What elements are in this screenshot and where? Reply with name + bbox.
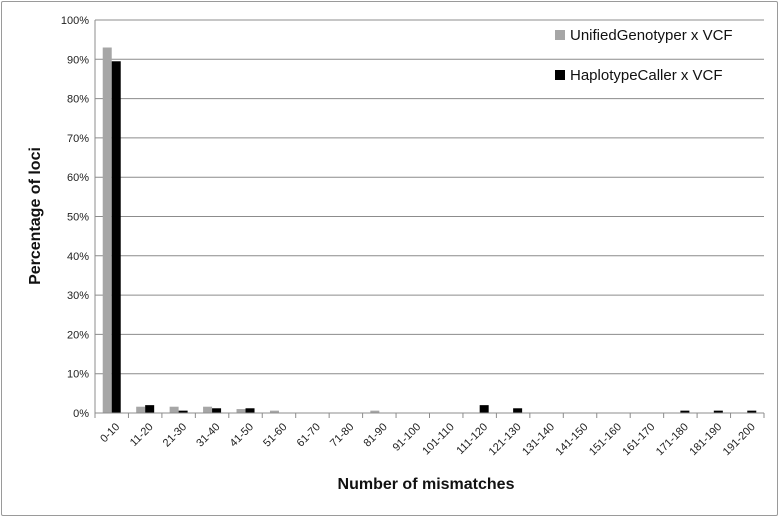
x-tick-label: 31-40 bbox=[194, 421, 222, 449]
y-tick-label: 50% bbox=[67, 212, 89, 224]
x-tick-label: 0-10 bbox=[98, 421, 122, 445]
bar bbox=[479, 405, 489, 413]
axes bbox=[94, 20, 765, 418]
bar bbox=[145, 405, 155, 413]
x-tick-label: 71-80 bbox=[328, 421, 356, 449]
y-axis-ticks: 0% 10% 20% 30% 40% 50% 60% 70% 80% 90% 100% bbox=[61, 15, 89, 420]
bar bbox=[747, 410, 757, 413]
gridlines bbox=[95, 19, 764, 375]
bar bbox=[178, 410, 188, 413]
x-tick-label: 121-130 bbox=[487, 421, 524, 458]
bar bbox=[212, 408, 222, 413]
x-tick-label: 21-30 bbox=[161, 421, 189, 449]
x-tick-label: 61-70 bbox=[295, 421, 323, 449]
legend-swatch bbox=[555, 30, 565, 40]
bar bbox=[713, 410, 723, 413]
bar bbox=[111, 61, 121, 413]
x-tick-label: 111-120 bbox=[454, 421, 490, 457]
legend: UnifiedGenotyper x VCF HaplotypeCaller x … bbox=[555, 27, 733, 84]
x-tick-label: 161-170 bbox=[620, 421, 657, 458]
legend-label: HaplotypeCaller x VCF bbox=[570, 67, 723, 84]
bar bbox=[136, 406, 146, 413]
x-tick-label: 151-160 bbox=[587, 421, 624, 458]
bar bbox=[203, 406, 213, 413]
bar bbox=[269, 410, 279, 413]
x-tick-label: 51-60 bbox=[261, 421, 289, 449]
y-tick-label: 70% bbox=[67, 133, 89, 145]
legend-swatch bbox=[555, 70, 565, 80]
y-tick-label: 100% bbox=[61, 15, 89, 27]
x-tick-label: 81-90 bbox=[362, 421, 390, 449]
x-tick-label: 91-100 bbox=[391, 421, 424, 454]
bar bbox=[236, 409, 246, 413]
x-tick-label: 191-200 bbox=[721, 421, 758, 458]
y-tick-label: 40% bbox=[67, 251, 89, 263]
bar bbox=[370, 410, 380, 413]
y-tick-label: 10% bbox=[67, 369, 89, 381]
y-tick-label: 0% bbox=[73, 408, 89, 420]
y-axis-title: Percentage of loci bbox=[27, 147, 44, 285]
x-tick-label: 171-180 bbox=[654, 421, 691, 458]
y-tick-label: 90% bbox=[67, 54, 89, 66]
x-axis-ticks: 0-10 11-20 21-30 31-40 41-50 51-60 61-70 71-80 8… bbox=[98, 421, 758, 458]
bar bbox=[245, 408, 255, 413]
x-tick-label: 181-190 bbox=[687, 421, 724, 458]
bar bbox=[169, 406, 179, 413]
x-tick-label: 11-20 bbox=[128, 421, 156, 449]
legend-label: UnifiedGenotyper x VCF bbox=[570, 27, 733, 44]
y-tick-label: 80% bbox=[67, 94, 89, 106]
x-tick-label: 101-110 bbox=[420, 421, 456, 457]
y-tick-label: 20% bbox=[67, 329, 89, 341]
bars bbox=[102, 47, 757, 413]
x-tick-label: 131-140 bbox=[520, 421, 557, 458]
x-axis-title: Number of mismatches bbox=[338, 476, 515, 493]
bar bbox=[102, 47, 112, 413]
y-tick-label: 60% bbox=[67, 172, 89, 184]
y-tick-label: 30% bbox=[67, 290, 89, 302]
x-tick-label: 141-150 bbox=[554, 421, 591, 458]
bar bbox=[680, 410, 690, 413]
bar bbox=[513, 408, 523, 413]
x-tick-label: 41-50 bbox=[228, 421, 256, 449]
